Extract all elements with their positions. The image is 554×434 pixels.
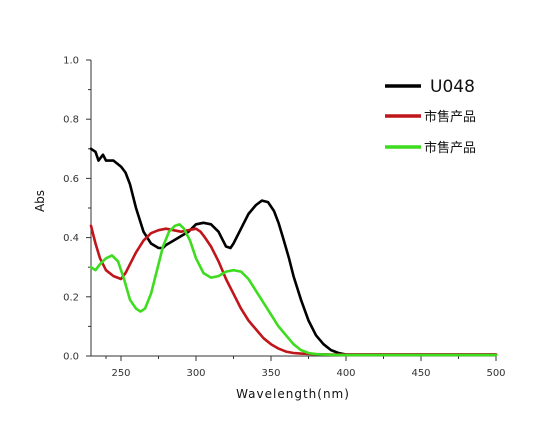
y-axis-title: Abs (33, 190, 47, 212)
x-tick-label: 350 (261, 368, 280, 379)
y-tick-label: 1.0 (63, 56, 79, 67)
y-tick-label: 0.2 (63, 292, 79, 303)
x-tick-label: 300 (186, 368, 205, 379)
series-line-2 (89, 223, 498, 357)
x-tick-label: 400 (336, 368, 355, 379)
x-tick-label: 250 (111, 368, 130, 379)
y-tick-label: 0.4 (63, 233, 79, 244)
axis-ticks: 0.0 0.2 0.4 0.6 0.8 1.0 250 300 350 400 450 500 (63, 56, 505, 380)
y-tick-label: 0.0 (63, 352, 79, 363)
series-lines (89, 147, 498, 357)
legend-label-u048: U048 (430, 77, 475, 97)
series-line-0 (89, 147, 498, 356)
y-tick-label: 0.8 (63, 115, 79, 126)
x-axis-title: Wavelength(nm) (236, 387, 350, 401)
x-tick-label: 450 (411, 368, 430, 379)
y-tick-label: 0.6 (63, 174, 79, 185)
legend: U048 市售产品 市售产品 (385, 77, 476, 156)
x-tick-label: 500 (486, 368, 505, 379)
legend-label-market-product-red: 市售产品 (424, 109, 476, 125)
legend-label-market-product-green: 市售产品 (424, 140, 476, 156)
